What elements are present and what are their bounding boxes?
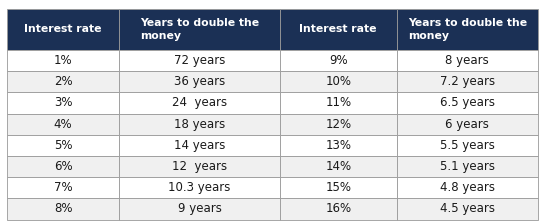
Text: 4.5 years: 4.5 years <box>440 202 495 215</box>
Bar <box>119 156 280 177</box>
Text: Years to double the
money: Years to double the money <box>408 18 527 41</box>
Text: 16%: 16% <box>325 202 352 215</box>
Bar <box>280 198 397 220</box>
Bar <box>119 177 280 198</box>
Bar <box>7 114 119 135</box>
Bar <box>280 50 397 71</box>
Text: 7%: 7% <box>54 181 72 194</box>
Bar <box>280 177 397 198</box>
Bar <box>119 135 280 156</box>
Text: 9 years: 9 years <box>178 202 221 215</box>
Text: 2%: 2% <box>54 75 72 88</box>
Bar <box>7 156 119 177</box>
Bar <box>397 71 538 92</box>
Text: 9%: 9% <box>329 54 348 67</box>
Bar <box>119 50 280 71</box>
Bar <box>119 114 280 135</box>
Bar <box>7 198 119 220</box>
Bar <box>119 71 280 92</box>
Text: 7.2 years: 7.2 years <box>440 75 495 88</box>
Bar <box>7 92 119 114</box>
Text: Interest rate: Interest rate <box>25 24 102 34</box>
Text: 36 years: 36 years <box>174 75 225 88</box>
Bar <box>397 177 538 198</box>
Bar <box>397 9 538 50</box>
Bar <box>280 135 397 156</box>
Bar <box>119 9 280 50</box>
Text: 10%: 10% <box>325 75 351 88</box>
Bar <box>280 71 397 92</box>
Bar <box>280 9 397 50</box>
Text: 24  years: 24 years <box>172 97 227 110</box>
Text: 3%: 3% <box>54 97 72 110</box>
Text: 12  years: 12 years <box>172 160 227 173</box>
Text: 72 years: 72 years <box>174 54 225 67</box>
Text: 6 years: 6 years <box>445 118 489 131</box>
Text: 18 years: 18 years <box>174 118 225 131</box>
Bar <box>397 156 538 177</box>
Text: 6.5 years: 6.5 years <box>440 97 495 110</box>
Text: 1%: 1% <box>54 54 72 67</box>
Text: Years to double the
money: Years to double the money <box>140 18 259 41</box>
Text: 10.3 years: 10.3 years <box>168 181 231 194</box>
Text: 14%: 14% <box>325 160 352 173</box>
Text: 12%: 12% <box>325 118 352 131</box>
Bar <box>280 92 397 114</box>
Text: 4.8 years: 4.8 years <box>440 181 495 194</box>
Bar <box>7 9 119 50</box>
Text: 5%: 5% <box>54 139 72 152</box>
Bar <box>7 135 119 156</box>
Text: 8 years: 8 years <box>445 54 489 67</box>
Bar <box>119 92 280 114</box>
Text: 4%: 4% <box>54 118 72 131</box>
Text: 6%: 6% <box>54 160 72 173</box>
Bar <box>397 135 538 156</box>
Text: 15%: 15% <box>325 181 351 194</box>
Bar <box>280 114 397 135</box>
Text: Interest rate: Interest rate <box>300 24 377 34</box>
Text: 11%: 11% <box>325 97 352 110</box>
Text: 14 years: 14 years <box>174 139 225 152</box>
Bar <box>397 198 538 220</box>
Bar <box>7 177 119 198</box>
Bar <box>7 71 119 92</box>
Text: 13%: 13% <box>325 139 351 152</box>
Text: 8%: 8% <box>54 202 72 215</box>
Bar <box>7 50 119 71</box>
Text: 5.1 years: 5.1 years <box>440 160 495 173</box>
Bar <box>119 198 280 220</box>
Bar <box>397 114 538 135</box>
Bar <box>397 92 538 114</box>
Bar <box>397 50 538 71</box>
Text: 5.5 years: 5.5 years <box>440 139 495 152</box>
Bar <box>280 156 397 177</box>
